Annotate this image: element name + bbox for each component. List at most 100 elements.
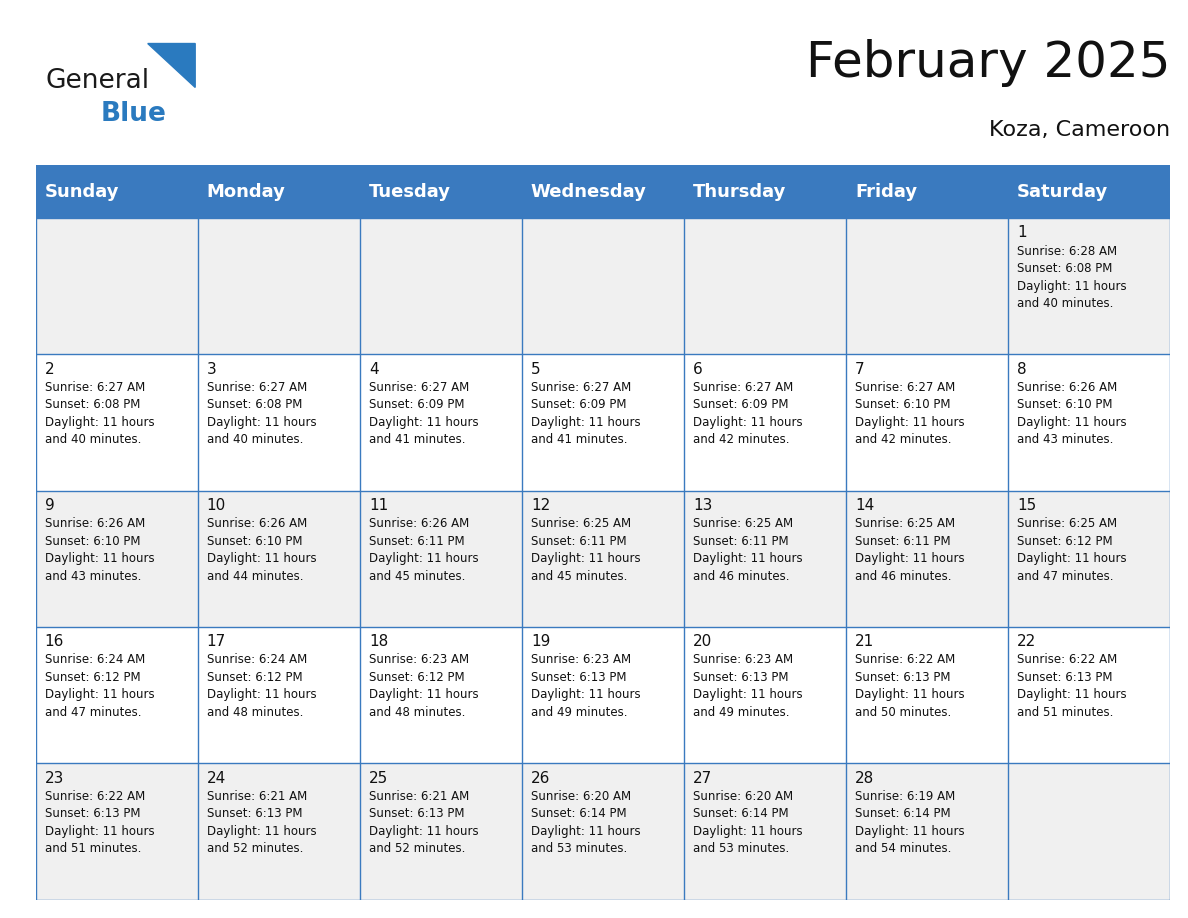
Text: Sunrise: 6:24 AM
Sunset: 6:12 PM
Daylight: 11 hours
and 48 minutes.: Sunrise: 6:24 AM Sunset: 6:12 PM Dayligh… bbox=[207, 654, 316, 719]
Bar bbox=[684, 764, 846, 900]
Bar bbox=[684, 218, 846, 354]
Text: Sunrise: 6:23 AM
Sunset: 6:13 PM
Daylight: 11 hours
and 49 minutes.: Sunrise: 6:23 AM Sunset: 6:13 PM Dayligh… bbox=[531, 654, 640, 719]
Bar bbox=[360, 165, 522, 218]
Text: Wednesday: Wednesday bbox=[531, 183, 646, 201]
Text: 13: 13 bbox=[693, 498, 713, 513]
Bar bbox=[846, 764, 1009, 900]
Text: Sunrise: 6:19 AM
Sunset: 6:14 PM
Daylight: 11 hours
and 54 minutes.: Sunrise: 6:19 AM Sunset: 6:14 PM Dayligh… bbox=[855, 789, 965, 856]
Text: Sunrise: 6:27 AM
Sunset: 6:08 PM
Daylight: 11 hours
and 40 minutes.: Sunrise: 6:27 AM Sunset: 6:08 PM Dayligh… bbox=[207, 381, 316, 446]
Text: 3: 3 bbox=[207, 362, 216, 376]
Text: 22: 22 bbox=[1017, 634, 1036, 649]
Bar bbox=[522, 354, 684, 491]
Bar bbox=[522, 627, 684, 764]
Text: 18: 18 bbox=[368, 634, 388, 649]
Text: 24: 24 bbox=[207, 771, 226, 786]
Bar bbox=[36, 165, 197, 218]
Text: Sunrise: 6:23 AM
Sunset: 6:12 PM
Daylight: 11 hours
and 48 minutes.: Sunrise: 6:23 AM Sunset: 6:12 PM Dayligh… bbox=[368, 654, 479, 719]
Bar bbox=[846, 627, 1009, 764]
Text: Sunrise: 6:27 AM
Sunset: 6:09 PM
Daylight: 11 hours
and 42 minutes.: Sunrise: 6:27 AM Sunset: 6:09 PM Dayligh… bbox=[693, 381, 803, 446]
Bar bbox=[684, 491, 846, 627]
Bar bbox=[197, 218, 360, 354]
Text: Koza, Cameroon: Koza, Cameroon bbox=[990, 119, 1170, 140]
Bar bbox=[360, 627, 522, 764]
Bar bbox=[522, 491, 684, 627]
Text: 6: 6 bbox=[693, 362, 703, 376]
Text: Sunday: Sunday bbox=[45, 183, 119, 201]
Bar bbox=[846, 491, 1009, 627]
Bar bbox=[846, 165, 1009, 218]
Bar bbox=[197, 354, 360, 491]
Text: Monday: Monday bbox=[207, 183, 285, 201]
Bar bbox=[846, 354, 1009, 491]
Bar bbox=[36, 627, 197, 764]
Text: 4: 4 bbox=[368, 362, 379, 376]
Text: 5: 5 bbox=[531, 362, 541, 376]
Text: Saturday: Saturday bbox=[1017, 183, 1108, 201]
Text: Sunrise: 6:27 AM
Sunset: 6:10 PM
Daylight: 11 hours
and 42 minutes.: Sunrise: 6:27 AM Sunset: 6:10 PM Dayligh… bbox=[855, 381, 965, 446]
Bar bbox=[1009, 764, 1170, 900]
Bar bbox=[684, 354, 846, 491]
Bar bbox=[522, 165, 684, 218]
Text: 19: 19 bbox=[531, 634, 550, 649]
Text: Sunrise: 6:25 AM
Sunset: 6:11 PM
Daylight: 11 hours
and 46 minutes.: Sunrise: 6:25 AM Sunset: 6:11 PM Dayligh… bbox=[855, 517, 965, 583]
Text: 12: 12 bbox=[531, 498, 550, 513]
Text: 17: 17 bbox=[207, 634, 226, 649]
Text: 21: 21 bbox=[855, 634, 874, 649]
Text: Sunrise: 6:27 AM
Sunset: 6:09 PM
Daylight: 11 hours
and 41 minutes.: Sunrise: 6:27 AM Sunset: 6:09 PM Dayligh… bbox=[531, 381, 640, 446]
Bar bbox=[846, 218, 1009, 354]
Text: Sunrise: 6:26 AM
Sunset: 6:10 PM
Daylight: 11 hours
and 44 minutes.: Sunrise: 6:26 AM Sunset: 6:10 PM Dayligh… bbox=[207, 517, 316, 583]
Text: 23: 23 bbox=[45, 771, 64, 786]
Text: Sunrise: 6:25 AM
Sunset: 6:11 PM
Daylight: 11 hours
and 46 minutes.: Sunrise: 6:25 AM Sunset: 6:11 PM Dayligh… bbox=[693, 517, 803, 583]
Text: General: General bbox=[45, 68, 150, 94]
Text: Sunrise: 6:27 AM
Sunset: 6:08 PM
Daylight: 11 hours
and 40 minutes.: Sunrise: 6:27 AM Sunset: 6:08 PM Dayligh… bbox=[45, 381, 154, 446]
Bar bbox=[197, 627, 360, 764]
Bar bbox=[1009, 627, 1170, 764]
Bar bbox=[36, 764, 197, 900]
Bar bbox=[1009, 218, 1170, 354]
Text: 8: 8 bbox=[1017, 362, 1026, 376]
Text: 25: 25 bbox=[368, 771, 388, 786]
Text: 27: 27 bbox=[693, 771, 713, 786]
Text: Sunrise: 6:21 AM
Sunset: 6:13 PM
Daylight: 11 hours
and 52 minutes.: Sunrise: 6:21 AM Sunset: 6:13 PM Dayligh… bbox=[368, 789, 479, 856]
Text: Sunrise: 6:22 AM
Sunset: 6:13 PM
Daylight: 11 hours
and 51 minutes.: Sunrise: 6:22 AM Sunset: 6:13 PM Dayligh… bbox=[1017, 654, 1126, 719]
Text: Sunrise: 6:20 AM
Sunset: 6:14 PM
Daylight: 11 hours
and 53 minutes.: Sunrise: 6:20 AM Sunset: 6:14 PM Dayligh… bbox=[693, 789, 803, 856]
Bar bbox=[522, 218, 684, 354]
Text: Sunrise: 6:26 AM
Sunset: 6:10 PM
Daylight: 11 hours
and 43 minutes.: Sunrise: 6:26 AM Sunset: 6:10 PM Dayligh… bbox=[45, 517, 154, 583]
Text: Sunrise: 6:28 AM
Sunset: 6:08 PM
Daylight: 11 hours
and 40 minutes.: Sunrise: 6:28 AM Sunset: 6:08 PM Dayligh… bbox=[1017, 244, 1126, 310]
Text: Friday: Friday bbox=[855, 183, 917, 201]
Bar bbox=[684, 627, 846, 764]
Text: 28: 28 bbox=[855, 771, 874, 786]
Text: Sunrise: 6:26 AM
Sunset: 6:11 PM
Daylight: 11 hours
and 45 minutes.: Sunrise: 6:26 AM Sunset: 6:11 PM Dayligh… bbox=[368, 517, 479, 583]
Bar bbox=[197, 165, 360, 218]
Text: 26: 26 bbox=[531, 771, 550, 786]
Bar bbox=[1009, 354, 1170, 491]
Bar bbox=[522, 764, 684, 900]
Bar bbox=[360, 218, 522, 354]
Text: 20: 20 bbox=[693, 634, 713, 649]
Text: 10: 10 bbox=[207, 498, 226, 513]
Polygon shape bbox=[147, 43, 195, 87]
Text: Sunrise: 6:25 AM
Sunset: 6:12 PM
Daylight: 11 hours
and 47 minutes.: Sunrise: 6:25 AM Sunset: 6:12 PM Dayligh… bbox=[1017, 517, 1126, 583]
Text: February 2025: February 2025 bbox=[805, 39, 1170, 87]
Text: Sunrise: 6:25 AM
Sunset: 6:11 PM
Daylight: 11 hours
and 45 minutes.: Sunrise: 6:25 AM Sunset: 6:11 PM Dayligh… bbox=[531, 517, 640, 583]
Text: Sunrise: 6:22 AM
Sunset: 6:13 PM
Daylight: 11 hours
and 51 minutes.: Sunrise: 6:22 AM Sunset: 6:13 PM Dayligh… bbox=[45, 789, 154, 856]
Text: 7: 7 bbox=[855, 362, 865, 376]
Text: Sunrise: 6:23 AM
Sunset: 6:13 PM
Daylight: 11 hours
and 49 minutes.: Sunrise: 6:23 AM Sunset: 6:13 PM Dayligh… bbox=[693, 654, 803, 719]
Text: Blue: Blue bbox=[100, 101, 166, 127]
Text: 1: 1 bbox=[1017, 226, 1026, 241]
Text: 16: 16 bbox=[45, 634, 64, 649]
Text: 14: 14 bbox=[855, 498, 874, 513]
Bar bbox=[360, 764, 522, 900]
Text: Sunrise: 6:24 AM
Sunset: 6:12 PM
Daylight: 11 hours
and 47 minutes.: Sunrise: 6:24 AM Sunset: 6:12 PM Dayligh… bbox=[45, 654, 154, 719]
Bar bbox=[36, 491, 197, 627]
Bar bbox=[197, 764, 360, 900]
Bar bbox=[36, 354, 197, 491]
Text: Sunrise: 6:21 AM
Sunset: 6:13 PM
Daylight: 11 hours
and 52 minutes.: Sunrise: 6:21 AM Sunset: 6:13 PM Dayligh… bbox=[207, 789, 316, 856]
Text: Sunrise: 6:26 AM
Sunset: 6:10 PM
Daylight: 11 hours
and 43 minutes.: Sunrise: 6:26 AM Sunset: 6:10 PM Dayligh… bbox=[1017, 381, 1126, 446]
Bar bbox=[684, 165, 846, 218]
Text: Tuesday: Tuesday bbox=[368, 183, 451, 201]
Text: 15: 15 bbox=[1017, 498, 1036, 513]
Bar bbox=[1009, 165, 1170, 218]
Text: 9: 9 bbox=[45, 498, 55, 513]
Text: Sunrise: 6:20 AM
Sunset: 6:14 PM
Daylight: 11 hours
and 53 minutes.: Sunrise: 6:20 AM Sunset: 6:14 PM Dayligh… bbox=[531, 789, 640, 856]
